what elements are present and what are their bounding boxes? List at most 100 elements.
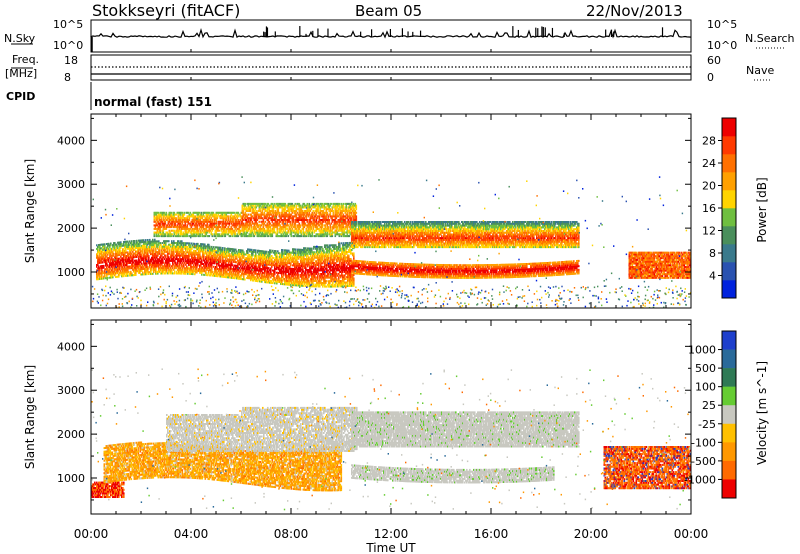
power-cell [153, 219, 156, 221]
power-cell [229, 273, 231, 275]
power-cell [154, 256, 156, 259]
power-cell [235, 275, 237, 278]
power-cell [345, 256, 347, 259]
power-cell [217, 255, 219, 258]
power-cell [310, 249, 312, 252]
power-cell [202, 254, 204, 256]
power-cell [165, 261, 167, 264]
power-cell [342, 267, 344, 270]
power-cell [276, 255, 278, 258]
power-cell [259, 257, 261, 260]
power-cell [163, 270, 165, 273]
power-cell [282, 283, 284, 286]
power-cell [315, 280, 317, 282]
power-cell [227, 227, 230, 230]
power-cell [199, 266, 201, 269]
power-cell [218, 224, 221, 227]
power-cell [318, 280, 320, 283]
power-cell [194, 258, 196, 261]
power-cell [161, 268, 163, 271]
power-cell [190, 251, 192, 254]
power-cell [327, 251, 329, 254]
power-cell [221, 275, 223, 278]
power-cell [230, 231, 233, 234]
power-cell [179, 256, 181, 259]
power-cell [129, 256, 131, 259]
power-cell [332, 244, 334, 247]
power-cell [251, 202, 254, 205]
power-cell [265, 268, 267, 271]
power-cell [246, 250, 248, 253]
power-cell [322, 247, 324, 250]
power-cell [206, 259, 208, 262]
power-cell [111, 249, 113, 252]
power-cell [285, 267, 287, 270]
power-cell [231, 251, 233, 254]
power-cell [224, 231, 227, 234]
power-cell [251, 250, 253, 253]
power-cell [325, 247, 327, 250]
power-cell [258, 262, 260, 265]
power-cell [110, 264, 112, 266]
power-cell [159, 229, 162, 232]
power-cell [170, 267, 172, 269]
power-cell [131, 272, 133, 275]
power-cell [159, 231, 162, 234]
power-cell [237, 263, 239, 266]
power-cell [196, 215, 199, 218]
power-cell [204, 261, 206, 264]
power-cell [255, 211, 258, 214]
power-cell [255, 270, 257, 273]
power-cell [152, 258, 154, 261]
power-cell [170, 229, 173, 232]
power-cell [190, 264, 192, 266]
power-cell [206, 219, 209, 221]
power-cell [252, 208, 255, 211]
power-cell [348, 256, 350, 259]
power-cell [254, 227, 257, 230]
power-cell [171, 220, 174, 223]
power-cell [292, 273, 294, 276]
power-cell [275, 259, 277, 262]
power-cell [328, 265, 330, 268]
power-cell [199, 222, 202, 225]
power-cell [207, 211, 210, 214]
power-cell [224, 224, 227, 227]
power-cell [137, 254, 139, 256]
power-cell [175, 235, 178, 238]
power-cell [252, 254, 254, 257]
power-cell [313, 271, 315, 273]
power-cell [117, 252, 119, 255]
power-cell [151, 256, 153, 259]
power-cell [168, 231, 171, 234]
power-cell [277, 273, 279, 276]
power-cell [310, 254, 312, 257]
power-cell [194, 251, 196, 254]
power-cell [287, 256, 289, 259]
power-cell [308, 260, 310, 262]
power-cell [230, 233, 233, 236]
power-cell [347, 281, 349, 284]
power-cell [330, 256, 332, 259]
power-cell [278, 266, 280, 269]
power-cell [222, 273, 224, 276]
power-cell [215, 226, 218, 229]
power-cell [112, 258, 114, 261]
power-cell [222, 254, 224, 257]
power-cell [211, 219, 214, 221]
power-cell [184, 261, 186, 264]
power-cell [227, 263, 229, 266]
power-cell [274, 273, 276, 276]
power-cell [96, 278, 98, 281]
power-cell [297, 257, 299, 260]
power-cell [237, 275, 239, 278]
power-cell [290, 267, 292, 270]
power-cell [342, 269, 344, 272]
power-cell [317, 262, 319, 265]
power-cell [283, 261, 285, 264]
power-cell [249, 204, 252, 207]
power-cell [338, 258, 340, 261]
power-cell [173, 272, 175, 275]
power-cell [161, 251, 163, 253]
power-cell [312, 253, 314, 255]
